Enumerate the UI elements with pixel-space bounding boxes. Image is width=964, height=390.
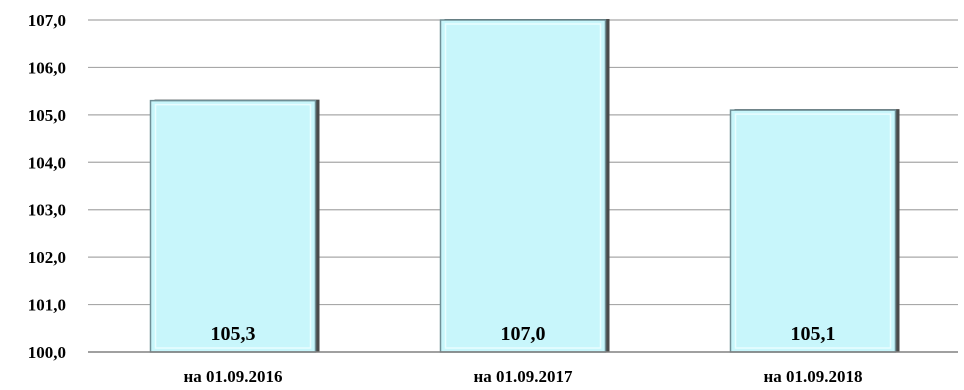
y-tick-label: 101,0	[28, 296, 66, 315]
x-axis-ticks: на 01.09.2016 на 01.09.2017 на 01.09.2018	[183, 367, 862, 386]
bar	[149, 99, 317, 353]
data-label: 105,1	[791, 323, 836, 345]
y-tick-label: 107,0	[28, 11, 66, 30]
y-tick-label: 100,0	[28, 343, 66, 362]
x-tick-label: на 01.09.2016	[183, 367, 282, 386]
bar-bevel	[444, 23, 602, 349]
bar	[729, 109, 897, 353]
x-tick-label: на 01.09.2017	[473, 367, 573, 386]
data-label: 107,0	[501, 323, 546, 345]
y-axis-ticks: 100,0 101,0 102,0 103,0 104,0 105,0 106,0 107,0	[28, 11, 66, 362]
bar	[439, 19, 607, 353]
bar-bevel	[154, 103, 312, 349]
y-tick-label: 102,0	[28, 248, 66, 267]
data-label: 105,3	[211, 323, 256, 345]
y-tick-label: 104,0	[28, 153, 66, 172]
y-tick-label: 103,0	[28, 201, 66, 220]
y-tick-label: 105,0	[28, 106, 66, 125]
bar-bevel	[734, 113, 892, 349]
bars: 105,3 107,0 105,1	[149, 19, 900, 353]
y-tick-label: 106,0	[28, 58, 66, 77]
x-tick-label: на 01.09.2018	[763, 367, 862, 386]
